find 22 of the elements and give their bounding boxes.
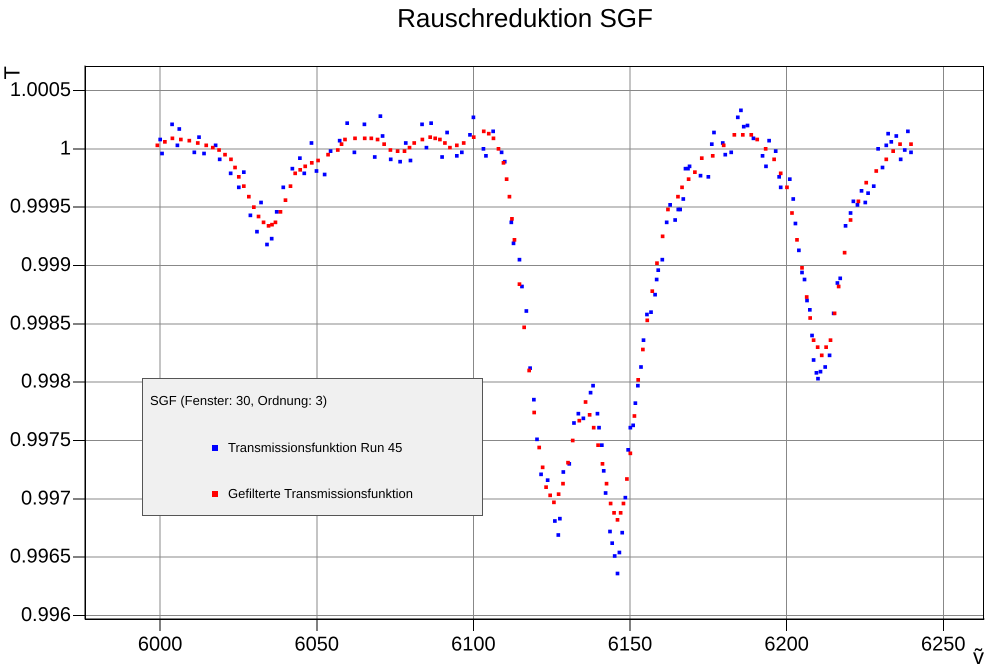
x-tick-label: 6100 (451, 634, 496, 656)
y-tick-label: 0.998 (20, 370, 71, 393)
x-tick-label: 6200 (764, 634, 809, 656)
x-tick-label: 6000 (138, 634, 182, 656)
legend-label: Transmissionsfunktion Run 45 (228, 440, 402, 455)
y-tick-label: 0.996 (20, 604, 71, 626)
x-tick-label: 6050 (294, 634, 340, 656)
y-tick-label: 0.9985 (10, 312, 71, 334)
y-axis-title: T (0, 66, 24, 80)
x-axis-title: ṽ (973, 644, 984, 669)
legend-label: Gefilterte Transmissionsfunktion (228, 486, 413, 501)
y-tick-label: 1.0005 (10, 79, 71, 102)
y-tick-label: 0.997 (20, 487, 71, 510)
y-tick-label: 0.9965 (10, 546, 71, 568)
y-tick-label: 0.9995 (10, 196, 71, 218)
y-tick-label: 0.999 (20, 254, 71, 276)
y-tick-label: 0.9975 (10, 429, 71, 452)
y-tick-label: 1 (60, 137, 71, 160)
x-tick-label: 6150 (608, 634, 652, 656)
x-tick-label: 6250 (921, 634, 966, 656)
chart-title: Rauschreduktion SGF (397, 3, 653, 34)
legend-title: SGF (Fenster: 30, Ordnung: 3) (150, 393, 328, 408)
